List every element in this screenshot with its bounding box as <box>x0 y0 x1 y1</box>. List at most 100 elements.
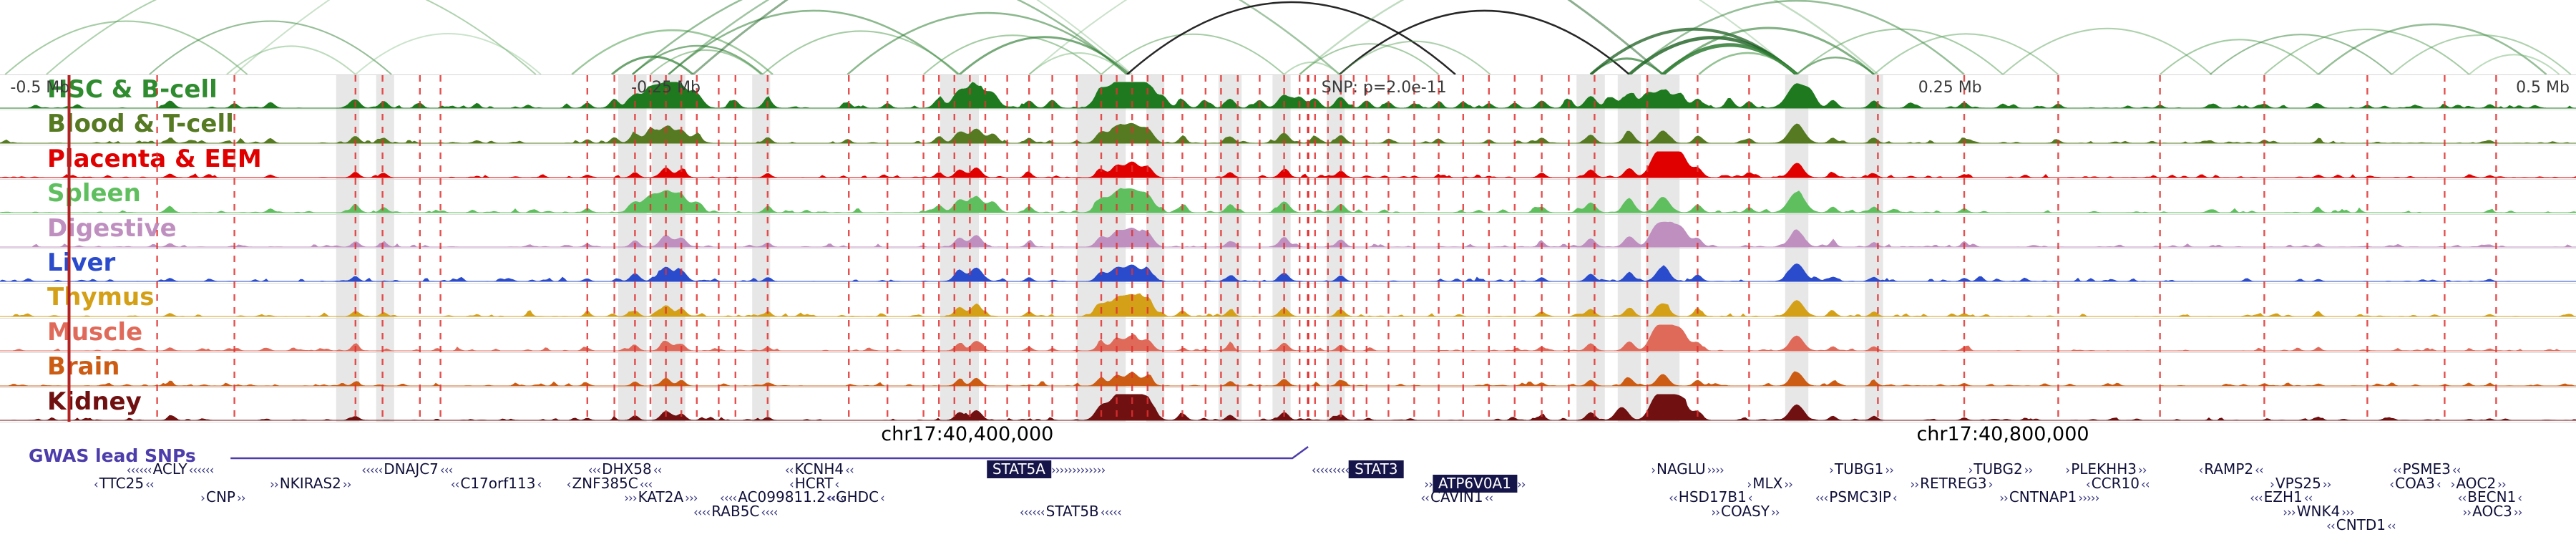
gene-cnp: › CNP ›› <box>200 490 245 505</box>
gene-ttc25: ‹ TTC25 ‹‹ <box>94 476 155 492</box>
track-row-liver: Liver <box>0 248 2576 284</box>
gene-label-psme3: PSME3 <box>2402 460 2451 478</box>
gene-strand-glyph: ‹‹‹ <box>439 463 453 478</box>
signal-area-brain <box>0 371 2576 387</box>
gene-label-aoc3: AOC3 <box>2472 502 2512 520</box>
gene-label-coa3: COA3 <box>2395 474 2435 492</box>
interaction-arc-green <box>4 20 248 74</box>
gene-strand-glyph: ›› <box>2513 505 2523 520</box>
interaction-arc-green <box>2391 34 2572 74</box>
signal-area-liver <box>0 263 2576 282</box>
gene-label-cnp: CNP <box>205 488 235 506</box>
gene-strand-glyph: ‹ <box>537 477 542 492</box>
interaction-arc-green <box>1662 26 1875 74</box>
gene-vps25: › VPS25 ›› <box>2270 476 2331 492</box>
signal-plot-digestive <box>0 221 2576 248</box>
interaction-arc-green <box>2159 39 2319 74</box>
signal-area-blood-t-cell <box>0 122 2576 144</box>
gene-label-naglu: NAGLU <box>1657 460 1706 478</box>
gene-stat3: ‹‹‹‹‹‹‹‹‹ STAT3 <box>1311 460 1404 478</box>
interaction-arc-green <box>1629 0 1965 74</box>
signal-area-thymus <box>0 293 2576 317</box>
gene-cavin1: ‹‹ CAVIN1 ‹‹ <box>1420 490 1493 505</box>
coordinate-label-chr17-40-400-000: chr17:40,400,000 <box>881 423 1054 445</box>
gene-strand-glyph: ›› <box>1711 505 1720 520</box>
gene-atp6v0a1: ›› ATP6V0A1 ›› <box>1424 474 1526 493</box>
gene-strand-glyph: ‹‹‹‹‹‹‹‹‹ <box>1311 463 1350 478</box>
gene-ezh1: ‹‹‹ EZH1 ‹‹ <box>2250 490 2313 506</box>
gene-strand-glyph: ‹‹ <box>2303 491 2313 506</box>
gene-ghdc: ‹‹ GHDC ‹ <box>826 488 885 506</box>
gene-strand-glyph: ››› <box>2341 505 2354 520</box>
axis-label-0-5-mb: 0.5 Mb <box>2516 79 2570 97</box>
gene-strand-glyph: ››› <box>685 491 698 506</box>
gene-label-znf385c: ZNF385C <box>572 474 638 492</box>
gene-strand-glyph: ‹‹‹ <box>1815 491 1828 506</box>
gene-wnk4: ››› WNK4 ››› <box>2283 504 2354 520</box>
gene-strand-glyph: ›››› <box>1707 463 1724 478</box>
gene-nkiras2: ›› NKIRAS2 ›› <box>270 474 351 492</box>
gene-strand-glyph: › <box>1968 463 1973 478</box>
track-label-placenta-eem: Placenta & EEM <box>47 144 262 173</box>
gene-strand-glyph: ‹ <box>2389 477 2394 492</box>
gene-strand-glyph: ›› <box>270 477 279 492</box>
gene-label-hcrt: HCRT <box>794 474 834 492</box>
gene-strand-glyph: ›› <box>2497 477 2507 492</box>
track-row-blood-t-cell: Blood & T-cell <box>0 110 2576 145</box>
gene-strand-glyph: ›› <box>1770 505 1780 520</box>
gene-label-becn1: BECN1 <box>2467 488 2517 506</box>
signal-area-hsc-b-cell <box>0 82 2576 109</box>
gene-strand-glyph: ›› <box>236 491 246 506</box>
gene-znf385c: ‹ ZNF385C ‹‹‹ <box>566 474 653 492</box>
interaction-arc-green <box>1028 0 1797 74</box>
signal-plot-liver <box>0 263 2576 282</box>
gene-strand-glyph: › <box>2450 477 2456 492</box>
interaction-arc-green <box>668 9 960 74</box>
interaction-arc-green <box>2468 54 2560 74</box>
gene-retreg3: ›› RETREG3 › <box>1910 476 1994 492</box>
gene-dnajc7: ‹‹‹‹‹ DNAJC7 ‹‹‹ <box>361 460 453 478</box>
gene-label-dnajc7: DNAJC7 <box>384 460 439 478</box>
interaction-arc-green <box>1796 28 2004 74</box>
interaction-arc-layer <box>4 0 2572 74</box>
gene-strand-glyph: ›› <box>1910 477 1920 492</box>
interaction-arc-green <box>1698 52 1797 74</box>
interaction-arc-green <box>1101 33 1285 74</box>
track-label-muscle: Muscle <box>47 317 143 347</box>
interaction-arc-green <box>959 36 1131 74</box>
gene-label-ghdc: GHDC <box>836 488 879 506</box>
interaction-arc-green <box>631 0 1128 74</box>
gene-strand-glyph: ‹‹ <box>784 463 794 478</box>
gene-ramp2: ‹ RAMP2 ‹‹ <box>2198 462 2263 478</box>
gene-strand-glyph: ‹ <box>1747 491 1753 506</box>
gene-tubg1: › TUBG1 ›› <box>1829 462 1894 478</box>
gene-strand-glyph: ‹ <box>789 477 794 492</box>
gene-strand-glyph: ‹‹‹‹ <box>720 491 737 506</box>
gene-label-ccr10: CCR10 <box>2091 474 2140 492</box>
gene-label-cntnap1: CNTNAP1 <box>2009 488 2077 506</box>
gene-psme3: ‹‹ PSME3 ‹‹ <box>2393 460 2462 478</box>
signal-area-spleen <box>0 188 2576 213</box>
signal-area-kidney <box>0 394 2576 421</box>
signal-area-muscle <box>0 324 2576 352</box>
gene-strand-glyph: ››››› <box>2078 491 2099 506</box>
gene-strand-glyph: ‹ <box>566 477 572 492</box>
signal-plot-kidney <box>0 394 2576 421</box>
interaction-arc-green <box>1339 40 1491 74</box>
signal-plot-muscle <box>0 324 2576 352</box>
axis-label-0-25-mb: 0.25 Mb <box>1918 79 1982 97</box>
gwas-lead-snps-label: GWAS lead SNPs <box>29 445 196 466</box>
track-row-muscle: Muscle <box>0 317 2576 354</box>
track-row-placenta-eem: Placenta & EEM <box>0 145 2576 180</box>
gene-aoc2: › AOC2 ›› <box>2450 476 2507 492</box>
gene-acly: ‹‹‹‹‹‹ ACLY ‹‹‹‹‹‹ <box>127 462 215 478</box>
gene-cntnap1: ›› CNTNAP1 ››››› <box>1999 490 2099 505</box>
gene-strand-glyph: ‹‹ <box>2140 477 2150 492</box>
gene-label-nkiras2: NKIRAS2 <box>279 474 341 492</box>
gene-strand-glyph: ›› <box>1516 477 1526 492</box>
gene-strand-glyph: ‹‹‹‹ <box>693 505 711 520</box>
track-label-thymus: Thymus <box>47 283 155 312</box>
gene-label-ac099811-2: AC099811.2 <box>738 488 826 506</box>
gene-label-hsd17b1: HSD17B1 <box>1678 488 1747 506</box>
interaction-arc-green <box>1028 52 1128 74</box>
